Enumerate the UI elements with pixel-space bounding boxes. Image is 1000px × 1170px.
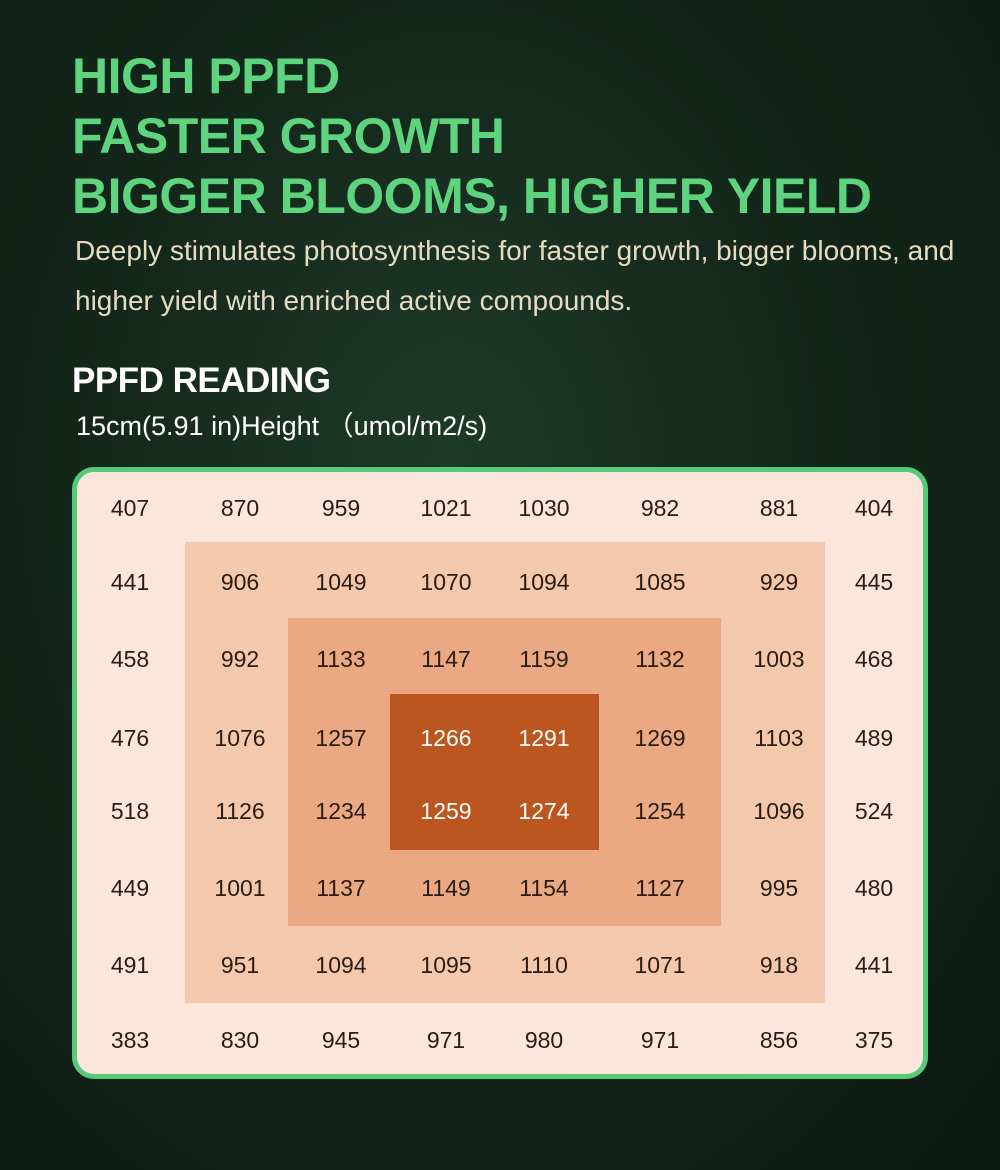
ppfd-value-r5-c2: 1126 <box>215 798 265 824</box>
ppfd-value-r1-c5: 1030 <box>518 495 570 521</box>
section-subtitle: 15cm(5.91 in)Height （umol/m2/s) <box>76 411 488 441</box>
ppfd-value-r1-c7: 881 <box>759 495 799 521</box>
section-title: PPFD READING <box>72 361 331 400</box>
ppfd-value-r6-c4: 1149 <box>421 875 471 901</box>
ppfd-value-r3-c5: 1159 <box>519 646 569 672</box>
ppfd-value-r5-c5: 1274 <box>518 798 570 824</box>
ppfd-value-r7-c6: 1071 <box>634 952 686 978</box>
ppfd-value-r8-c2: 830 <box>220 1027 260 1053</box>
ppfd-value-r1-c2: 870 <box>220 495 260 521</box>
ppfd-value-r6-c6: 1127 <box>635 875 685 901</box>
headline: HIGH PPFD FASTER GROWTH BIGGER BLOOMS, H… <box>72 46 872 226</box>
ppfd-value-r2-c7: 929 <box>759 569 799 595</box>
ppfd-value-r5-c3: 1234 <box>315 798 367 824</box>
ppfd-value-r6-c7: 995 <box>759 875 799 901</box>
ppfd-value-r2-c8: 445 <box>854 569 894 595</box>
ppfd-value-r4-c4: 1266 <box>420 725 472 751</box>
ppfd-value-r8-c4: 971 <box>426 1027 466 1053</box>
ppfd-value-r3-c8: 468 <box>854 646 894 672</box>
ppfd-value-r2-c2: 906 <box>220 569 260 595</box>
ppfd-value-r3-c1: 458 <box>110 646 150 672</box>
ppfd-value-r3-c7: 1003 <box>753 646 805 672</box>
ppfd-value-r4-c3: 1257 <box>315 725 367 751</box>
headline-line-1: HIGH PPFD <box>72 48 340 104</box>
ppfd-value-r1-c4: 1021 <box>420 495 472 521</box>
intensity-zone-3 <box>390 694 599 850</box>
headline-line-2: FASTER GROWTH <box>72 108 505 164</box>
ppfd-value-r5-c6: 1254 <box>634 798 686 824</box>
ppfd-value-r2-c1: 441 <box>110 569 150 595</box>
headline-line-3: BIGGER BLOOMS, HIGHER YIELD <box>72 168 872 224</box>
ppfd-value-r2-c4: 1070 <box>420 569 472 595</box>
ppfd-value-r6-c2: 1001 <box>214 875 266 901</box>
ppfd-value-r3-c2: 992 <box>220 646 260 672</box>
ppfd-value-r7-c7: 918 <box>759 952 799 978</box>
ppfd-value-r7-c8: 441 <box>854 952 894 978</box>
ppfd-value-r7-c4: 1095 <box>420 952 472 978</box>
ppfd-value-r7-c5: 1110 <box>520 952 568 978</box>
ppfd-value-r5-c8: 524 <box>854 798 894 824</box>
ppfd-value-r1-c6: 982 <box>640 495 680 521</box>
ppfd-value-r8-c8: 375 <box>854 1027 894 1053</box>
ppfd-value-r6-c1: 449 <box>110 875 150 901</box>
ppfd-value-r2-c5: 1094 <box>518 569 570 595</box>
ppfd-value-r1-c8: 404 <box>854 495 894 521</box>
ppfd-value-r4-c1: 476 <box>110 725 150 751</box>
ppfd-value-r1-c3: 959 <box>321 495 361 521</box>
ppfd-value-r2-c6: 1085 <box>634 569 686 595</box>
ppfd-value-r5-c1: 518 <box>110 798 150 824</box>
ppfd-value-r7-c1: 491 <box>110 952 150 978</box>
ppfd-value-r4-c7: 1103 <box>754 725 804 751</box>
ppfd-value-r6-c5: 1154 <box>519 875 569 901</box>
ppfd-value-r7-c3: 1094 <box>315 952 367 978</box>
ppfd-value-r4-c8: 489 <box>854 725 894 751</box>
ppfd-value-r3-c4: 1147 <box>421 646 471 672</box>
description: Deeply stimulates photosynthesis for fas… <box>75 235 955 316</box>
ppfd-value-r5-c7: 1096 <box>753 798 805 824</box>
ppfd-value-r8-c6: 971 <box>640 1027 680 1053</box>
ppfd-value-r5-c4: 1259 <box>420 798 472 824</box>
ppfd-value-r7-c2: 951 <box>220 952 260 978</box>
ppfd-value-r6-c8: 480 <box>854 875 894 901</box>
ppfd-value-r8-c5: 980 <box>524 1027 564 1053</box>
ppfd-value-r1-c1: 407 <box>110 495 150 521</box>
ppfd-value-r4-c6: 1269 <box>634 725 686 751</box>
ppfd-value-r6-c3: 1137 <box>316 875 366 901</box>
ppfd-value-r4-c5: 1291 <box>518 725 570 751</box>
ppfd-value-r8-c7: 856 <box>759 1027 799 1053</box>
ppfd-grid: 407 870 959 1021 1030 982 881 404 441 906 1049 1070… <box>72 467 928 1079</box>
ppfd-value-r4-c2: 1076 <box>214 725 266 751</box>
ppfd-value-r8-c1: 383 <box>110 1027 150 1053</box>
ppfd-value-r3-c3: 1133 <box>316 646 366 672</box>
ppfd-value-r8-c3: 945 <box>321 1027 361 1053</box>
ppfd-value-r3-c6: 1132 <box>635 646 685 672</box>
ppfd-value-r2-c3: 1049 <box>315 569 367 595</box>
